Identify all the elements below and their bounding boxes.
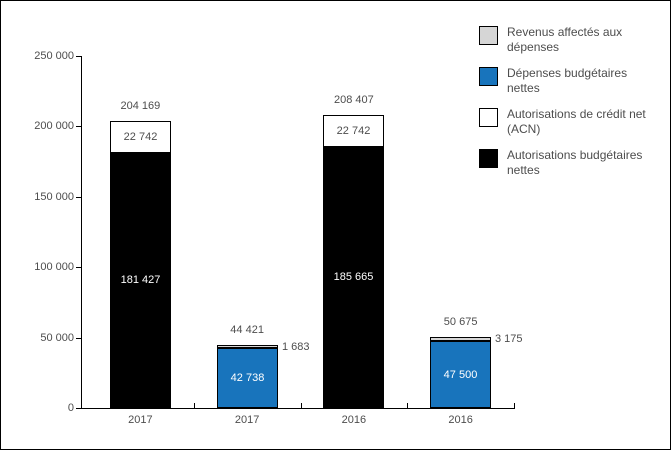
bar-value-label: 47 500 [443,368,478,381]
x-tick [514,403,515,408]
bar-segment [323,114,384,147]
y-tick [76,197,81,198]
y-tick [76,267,81,268]
x-axis [81,408,515,409]
legend-item: Autorisations de crédit net (ACN) [479,107,670,137]
bar-value-label: 22 742 [336,124,371,137]
bar-segment [217,347,278,408]
legend: Revenus affectés aux dépenses Dépenses bu… [479,25,670,178]
y-tick [76,56,81,57]
y-tick-label: 0 [67,402,74,414]
x-tick [301,403,302,408]
bar-segment [110,152,171,408]
legend-label: Autorisations budgétaires nettes [507,148,643,177]
y-tick-label: 100 000 [34,261,74,273]
bar-segment [110,120,171,153]
y-tick [76,408,81,409]
legend-swatch [479,26,498,45]
bar-total-label: 208 407 [333,93,374,106]
legend-label: Revenus affectés aux dépenses [507,25,623,54]
legend-swatch [479,108,498,127]
legend-swatch [479,149,498,168]
y-tick-label: 250 000 [34,50,74,62]
x-tick [407,403,408,408]
bar-segment [323,146,384,408]
legend-item: Revenus affectés aux dépenses [479,25,670,55]
y-tick [76,126,81,127]
legend-label: Dépenses budgétaires nettes [507,66,628,95]
bar-total-label: 204 169 [120,99,161,112]
legend-item: Autorisations budgétaires nettes [479,148,670,178]
x-tick [194,403,195,408]
legend-item: Dépenses budgétaires nettes [479,66,670,96]
bar-value-label: 1 683 [282,340,310,353]
bar-segment [430,336,491,342]
y-axis [81,56,82,409]
category-label: 2016 [448,414,473,426]
category-label: 2017 [128,414,153,426]
category-label: 2016 [341,414,367,426]
category-label: 2017 [234,414,260,426]
y-tick-label: 50 000 [40,332,74,344]
bar-total-label: 44 421 [230,324,264,337]
legend-label: Autorisations de crédit net (ACN) [507,107,646,136]
y-tick-label: 150 000 [34,191,74,203]
bar-segment [430,341,491,408]
bar-value-label: 181 427 [120,274,161,287]
bar-total-label: 50 675 [443,315,478,328]
bar-value-label: 3 175 [495,332,523,345]
bar-value-label: 22 742 [123,130,158,143]
y-tick-label: 200 000 [34,120,74,132]
y-tick [76,338,81,339]
bar-value-label: 185 665 [333,271,374,284]
bar-segment [217,345,278,348]
legend-swatch [479,67,498,86]
bar-value-label: 42 738 [230,371,265,384]
